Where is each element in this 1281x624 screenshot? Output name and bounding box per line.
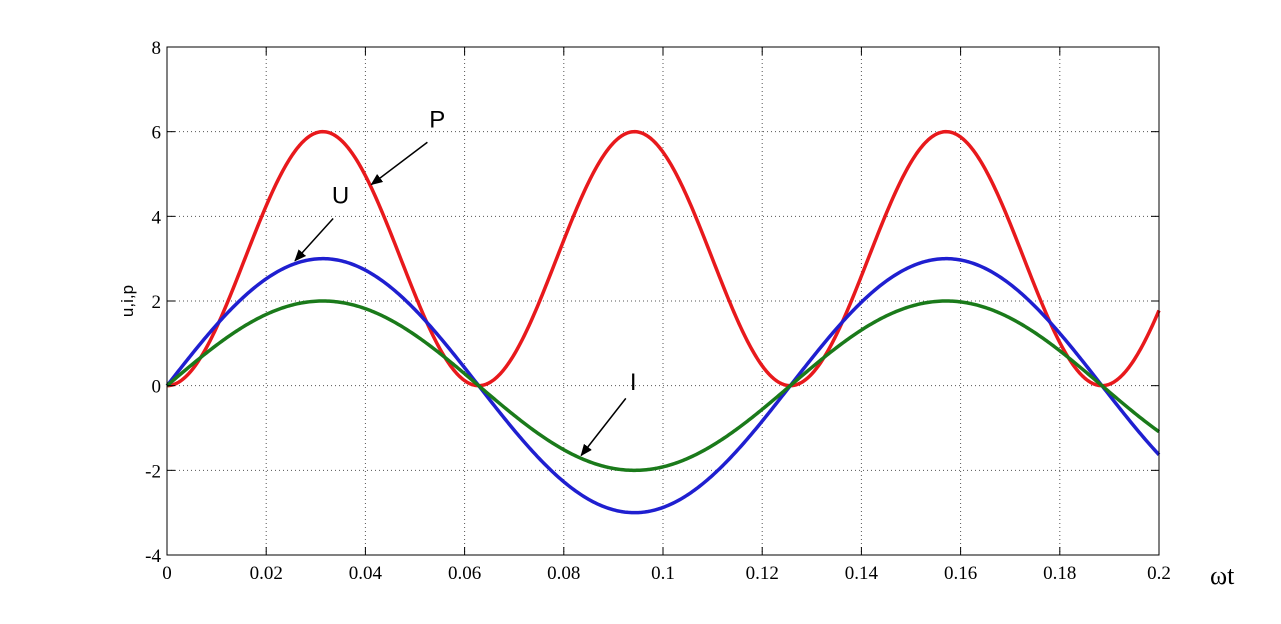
annotation-arrow-p	[370, 141, 428, 186]
y-axis-label: u,i,p	[118, 285, 137, 317]
y-tick-label: 4	[152, 207, 162, 228]
y-tick-label: -2	[145, 461, 161, 482]
x-tick-label: 0.12	[746, 563, 779, 584]
annotation-arrow-u	[294, 217, 334, 262]
x-tick-label: 0.18	[1043, 563, 1076, 584]
x-tick-label: 0.1	[651, 563, 675, 584]
annotation-label-u: U	[332, 183, 349, 210]
annotation-label-p: P	[429, 106, 445, 133]
x-axis-label: ωt	[1210, 561, 1235, 590]
annotation-label-i: I	[630, 369, 637, 396]
x-tick-label: 0.02	[250, 563, 283, 584]
y-tick-label: 2	[152, 292, 162, 313]
x-tick-label: 0.04	[349, 563, 383, 584]
x-tick-label: 0.2	[1147, 563, 1171, 584]
y-tick-label: 6	[152, 123, 162, 144]
x-tick-label: 0	[162, 563, 172, 584]
series-line-u	[165, 256, 1161, 515]
annotations: P U I	[294, 106, 637, 457]
grid	[167, 47, 1159, 555]
ticks: 0 0.02 0.04 0.06 0.08 0.1 0.12 0.14 0.16 0.18 0.2 -…	[145, 38, 1171, 584]
x-tick-label: 0.08	[547, 563, 580, 584]
y-tick-label: -4	[145, 546, 161, 567]
series-layer	[165, 129, 1161, 515]
series-line-p	[166, 129, 1161, 388]
x-tick-label: 0.16	[944, 563, 977, 584]
y-tick-label: 0	[152, 377, 162, 398]
x-tick-label: 0.14	[845, 563, 879, 584]
y-tick-label: 8	[152, 38, 162, 59]
series-line-i	[165, 299, 1161, 473]
x-tick-label: 0.06	[448, 563, 481, 584]
annotation-arrow-i	[580, 397, 627, 457]
